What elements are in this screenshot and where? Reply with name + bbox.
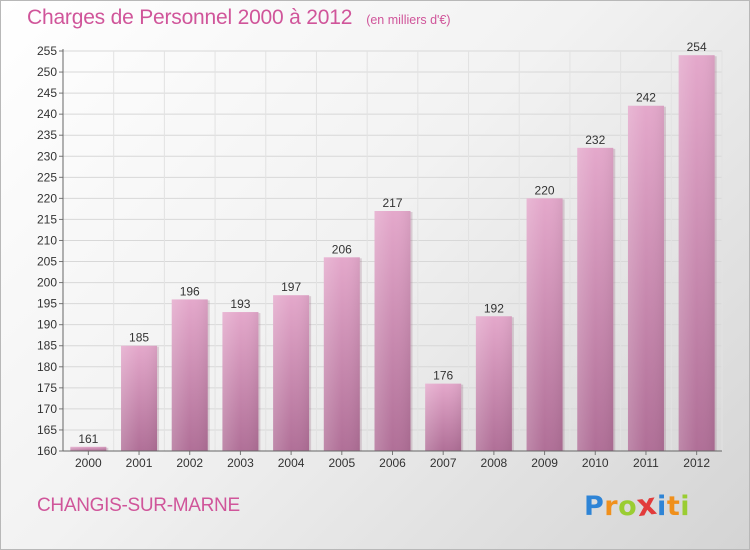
x-tick-label: 2007 <box>430 456 457 470</box>
value-label: 196 <box>180 284 200 298</box>
value-label: 161 <box>78 432 98 446</box>
commune-name: CHANGIS-SUR-MARNE <box>37 495 240 516</box>
x-tick-label: 2000 <box>75 456 102 470</box>
bars <box>70 55 717 452</box>
logo-letter: i <box>680 491 690 522</box>
value-label: 254 <box>687 40 707 54</box>
y-tick-label: 195 <box>37 297 57 311</box>
value-label: 176 <box>433 369 453 383</box>
value-label: 193 <box>230 297 250 311</box>
x-tick-label: 2012 <box>683 456 710 470</box>
y-tick-label: 190 <box>37 318 57 332</box>
bar-sheen <box>222 312 259 451</box>
title-row: Charges de Personnel 2000 à 2012 (en mill… <box>27 6 451 30</box>
bar-sheen <box>577 147 614 451</box>
y-tick-label: 220 <box>37 191 57 205</box>
bar-sheen <box>323 257 360 451</box>
chart-title: Charges de Personnel 2000 à 2012 <box>27 6 353 29</box>
bar-sheen <box>526 198 563 451</box>
y-tick-label: 235 <box>37 128 57 142</box>
y-tick-label: 250 <box>37 65 57 79</box>
value-label: 242 <box>636 91 656 105</box>
x-tick-label: 2011 <box>633 456 659 470</box>
value-label: 232 <box>585 133 605 147</box>
x-tick-label: 2006 <box>379 456 406 470</box>
value-label: 206 <box>332 242 352 256</box>
y-tick-label: 210 <box>37 233 57 247</box>
logo-letter: r <box>604 491 619 522</box>
x-tick-label: 2003 <box>227 456 254 470</box>
logo-letter: t <box>666 491 681 522</box>
value-label: 197 <box>281 280 301 294</box>
x-tick-label: 2005 <box>328 456 355 470</box>
y-tick-label: 175 <box>37 381 57 395</box>
value-label: 220 <box>535 183 555 197</box>
y-tick-label: 165 <box>37 423 57 437</box>
logo-letter: x <box>634 486 660 525</box>
bar-sheen <box>171 299 208 451</box>
x-tick-label: 2002 <box>176 456 203 470</box>
y-tick-label: 240 <box>37 107 57 121</box>
y-tick-label: 200 <box>37 276 57 290</box>
bar-sheen <box>374 211 411 451</box>
value-label: 185 <box>129 331 149 345</box>
y-tick-label: 185 <box>37 339 57 353</box>
x-tick-label: 2009 <box>531 456 558 470</box>
y-tick-label: 215 <box>37 212 57 226</box>
bar-sheen <box>70 446 107 451</box>
chart-subtitle: (en milliers d'€) <box>366 13 451 27</box>
bar-sheen <box>273 295 310 451</box>
y-tick-label: 255 <box>37 44 57 58</box>
y-tick-label: 245 <box>37 86 57 100</box>
y-tick-label: 205 <box>37 255 57 269</box>
proxiti-logo: Proxiti <box>584 486 690 525</box>
y-tick-label: 170 <box>37 402 57 416</box>
value-labels: 161 185 196 193 197 206 217 176 192 220 232 242 254 <box>78 40 707 446</box>
x-tick-label: 2004 <box>278 456 305 470</box>
value-label: 217 <box>382 196 402 210</box>
bar-sheen <box>121 345 158 451</box>
y-tick-label: 180 <box>37 360 57 374</box>
axes: 160 165 170 175 180 185 190 195 200 205 210 215 220 2… <box>37 44 722 470</box>
bar-sheen <box>627 105 664 451</box>
bar-sheen <box>678 55 715 452</box>
x-tick-label: 2010 <box>582 456 609 470</box>
y-tick-label: 225 <box>37 170 57 184</box>
logo-letter: i <box>657 491 667 522</box>
y-tick-label: 230 <box>37 149 57 163</box>
y-tick-label: 160 <box>37 444 57 458</box>
logo-letter: P <box>584 491 605 522</box>
value-label: 192 <box>484 301 504 315</box>
bar-sheen <box>475 316 512 451</box>
x-tick-label: 2001 <box>126 456 153 470</box>
logo-letter: o <box>618 491 638 522</box>
x-tick-label: 2008 <box>481 456 508 470</box>
bar-sheen <box>425 383 462 451</box>
